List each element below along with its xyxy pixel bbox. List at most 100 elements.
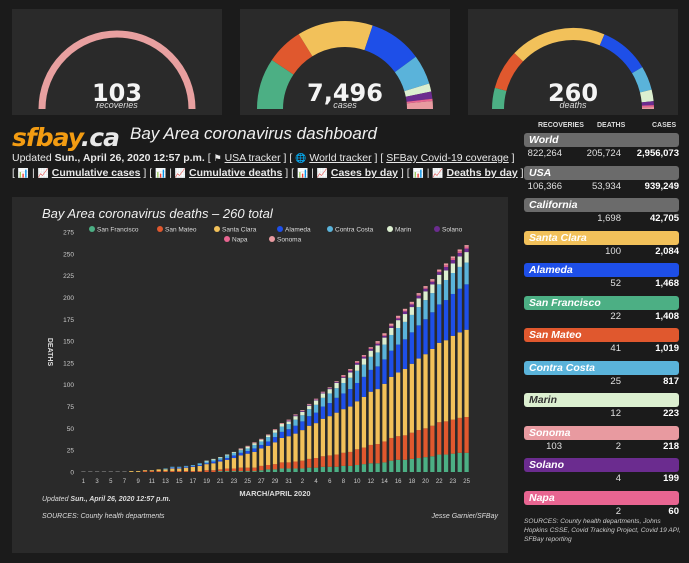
x-tick-label: 19 (203, 479, 210, 485)
x-tick-label: 4 (314, 479, 318, 485)
gauge-segment-san-mateo (271, 34, 313, 75)
x-tick-label: 2 (301, 479, 305, 485)
bar-segment (197, 465, 202, 466)
bar-segment (252, 448, 257, 452)
bar-segment (211, 470, 216, 472)
bar-segment (334, 382, 339, 383)
bar-segment (183, 465, 189, 467)
bar-segment (293, 414, 298, 416)
bar-segment (313, 400, 319, 405)
chart-icon: 📈 (174, 168, 187, 178)
bar-segment (238, 467, 243, 472)
region-label: World (524, 133, 679, 147)
bar-segment (450, 258, 456, 260)
bar-segment (279, 462, 284, 469)
region-cases: 1,468 (655, 278, 679, 289)
region-label: USA (524, 165, 679, 180)
bar-segment (272, 442, 278, 465)
bar-segment (396, 328, 401, 345)
bar-segment (272, 429, 278, 431)
region-row: Napa 2 60 (524, 490, 679, 519)
bar-segment (430, 284, 435, 294)
bar-segment (409, 301, 414, 304)
y-tick-label: 125 (63, 360, 74, 367)
bar-segment (245, 445, 250, 447)
y-tick-label: 200 (63, 295, 74, 302)
y-tick-label: 175 (63, 317, 74, 324)
bar-segment (457, 251, 462, 253)
region-values: 4 199 (524, 472, 679, 486)
bar-segment (375, 366, 380, 390)
bar-segment (354, 361, 360, 363)
bar-segment (437, 272, 442, 275)
x-tick-label: 10 (354, 479, 361, 485)
x-tick-label: 9 (136, 479, 140, 485)
bar-segment (361, 358, 367, 365)
bar-segment (259, 470, 264, 472)
bar-segment (389, 460, 394, 472)
x-tick-label: 11 (149, 479, 156, 485)
bar-segment (396, 344, 401, 373)
bar-segment (423, 354, 428, 429)
bar-segment (327, 387, 332, 389)
region-cases: 939,249 (644, 180, 679, 192)
bar-segment (88, 471, 93, 472)
bar-segment (437, 422, 442, 455)
x-tick-label: 31 (285, 479, 292, 485)
sfbay-logo[interactable]: sfbay.ca (12, 123, 122, 152)
bar-segment (245, 471, 250, 472)
bar-segment (416, 325, 421, 359)
bar-segment (197, 463, 202, 466)
bar-segment (430, 348, 435, 426)
bar-segment (190, 471, 196, 472)
bar-segment (334, 412, 339, 455)
bar-segment (437, 284, 442, 305)
bar-segment (300, 415, 305, 422)
bar-segment (416, 295, 421, 299)
bar-segment (437, 274, 442, 285)
deaths-by-day-link[interactable]: Deaths by day (446, 167, 518, 179)
x-tick-label: 7 (123, 479, 127, 485)
bar-segment (450, 419, 456, 454)
region-deaths: 52 (610, 278, 621, 289)
gauge-segment-contra-costa (631, 67, 652, 93)
bar-segment (115, 471, 120, 472)
bar-segment (245, 467, 250, 472)
cumulative-cases-link[interactable]: Cumulative cases (51, 167, 141, 179)
bar-segment (409, 314, 414, 333)
bar-segment (190, 466, 196, 472)
cases-by-day-link[interactable]: Cases by day (330, 167, 398, 179)
bar-segment (149, 471, 154, 472)
bar-segment (320, 406, 326, 419)
world-tracker-link[interactable]: World tracker (309, 152, 372, 164)
bar-segment (443, 266, 449, 271)
bar-segment (218, 469, 223, 472)
bar-segment (396, 318, 401, 321)
bar-segment (450, 263, 456, 274)
bar-segment (177, 471, 182, 472)
bar-segment (279, 437, 284, 463)
usa-tracker-link[interactable]: USA tracker (224, 152, 281, 164)
sfbay-coverage-link[interactable]: SFBay Covid-19 coverage (386, 152, 509, 164)
bar-segment (430, 312, 435, 349)
bar-segment (396, 320, 401, 328)
bar-segment (402, 321, 408, 340)
bar-segment (423, 288, 428, 292)
x-tick-label: 14 (381, 479, 388, 485)
bar-segment (437, 269, 442, 272)
region-recoveries: 103 (546, 440, 562, 452)
bar-segment (354, 362, 360, 363)
bar-segment (416, 430, 421, 459)
recoveries-label: recoveries (96, 100, 138, 110)
bar-segment (238, 471, 243, 472)
cumulative-deaths-link[interactable]: Cumulative deaths (189, 167, 283, 179)
bar-segment (293, 461, 298, 469)
globe-icon: 🌐 (295, 153, 307, 163)
bar-segment (300, 468, 305, 472)
x-tick-label: 22 (436, 479, 443, 485)
region-label: Alameda (524, 263, 679, 277)
bar-segment (402, 314, 408, 322)
bar-segment (266, 445, 271, 466)
bar-segment (307, 416, 312, 426)
bar-segment (334, 388, 339, 398)
